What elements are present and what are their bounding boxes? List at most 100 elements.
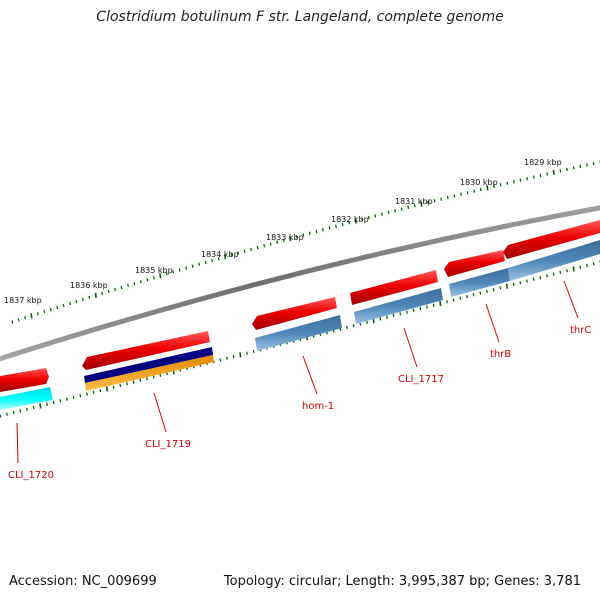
ruler-tick-minor	[178, 268, 181, 272]
inner-tick-minor	[492, 288, 495, 292]
inner-tick-minor	[499, 286, 502, 290]
inner-tick-minor	[86, 392, 88, 396]
ruler-tick-minor	[407, 205, 410, 210]
ruler-tick-minor	[165, 272, 168, 276]
ruler-tick-minor	[446, 195, 449, 200]
ruler-tick-minor	[256, 245, 259, 250]
inner-tick-minor	[586, 263, 588, 268]
ruler-tick-minor	[367, 215, 370, 220]
ruler-tick-minor	[185, 266, 188, 270]
ruler-tick-minor	[198, 262, 201, 266]
inner-tick-minor	[479, 291, 482, 295]
ruler-tick-minor	[493, 184, 495, 189]
ruler-tick-minor	[49, 307, 52, 312]
inner-tick-minor	[419, 306, 422, 311]
ruler-tick-major	[224, 254, 227, 260]
leader-thrc	[563, 280, 579, 319]
inner-tick-minor	[352, 324, 355, 328]
ruler-tick-minor	[88, 295, 91, 300]
ruler-tick-minor	[295, 235, 298, 239]
ruler-tick-minor	[204, 260, 207, 265]
kbp-label-1829: 1829 kbp	[524, 158, 562, 167]
ruler-tick-minor	[413, 204, 416, 208]
ruler-tick-minor	[17, 318, 20, 322]
inner-tick-minor	[552, 272, 555, 276]
ruler-tick-minor	[24, 316, 27, 320]
ruler-tick-minor	[302, 233, 305, 237]
ruler-tick-minor	[127, 283, 129, 288]
inner-tick-minor	[539, 275, 542, 280]
ruler-tick-minor	[69, 301, 71, 306]
inner-tick-minor	[466, 294, 468, 299]
inner-tick-minor	[59, 399, 62, 403]
ruler-tick-minor	[191, 264, 194, 268]
ruler-tick-minor	[466, 191, 469, 195]
ruler-tick-minor	[440, 197, 443, 201]
accession-label: Accession: NC_009699	[9, 574, 157, 589]
ruler-tick-minor	[62, 303, 65, 308]
ruler-tick-minor	[107, 289, 110, 294]
inner-tick-major	[105, 386, 109, 392]
inner-tick-minor	[32, 405, 35, 410]
inner-tick-minor	[566, 269, 568, 273]
ruler-tick-minor	[335, 224, 337, 228]
ruler-tick-minor	[473, 189, 476, 193]
gene-label-cli1720: CLI_1720	[8, 470, 54, 481]
inner-tick-minor	[66, 397, 68, 401]
inner-tick-minor	[246, 351, 248, 355]
ruler-tick-major	[354, 218, 357, 224]
inner-tick-minor	[92, 390, 95, 394]
ruler-tick-minor	[211, 258, 214, 263]
inner-tick-major	[239, 352, 242, 358]
kbp-ruler	[11, 160, 600, 324]
ruler-tick-minor	[566, 167, 568, 172]
gene-label-cli1719: CLI_1719	[145, 439, 191, 450]
kbp-label-1836: 1836 kbp	[70, 281, 108, 290]
ruler-tick-major	[552, 169, 555, 175]
ruler-tick-minor	[433, 199, 436, 203]
inner-tick-minor	[52, 400, 55, 405]
gene-label-thrb: thrB	[490, 349, 511, 360]
ruler-tick-minor	[546, 172, 549, 176]
inner-tick-minor	[432, 303, 435, 307]
gene-arrow-cli1720	[0, 368, 49, 392]
ruler-tick-minor	[315, 229, 318, 234]
ruler-tick-minor	[133, 281, 136, 286]
inner-tick-minor	[0, 414, 2, 418]
ruler-tick-minor	[394, 209, 397, 213]
gene-label-cli1717: CLI_1717	[398, 374, 444, 385]
ruler-tick-minor	[217, 257, 220, 261]
ruler-tick-minor	[519, 178, 522, 182]
ruler-tick-minor	[276, 240, 279, 244]
ruler-tick-minor	[269, 242, 272, 246]
cds-bar-cli1717	[354, 288, 443, 324]
leader-thrb	[485, 303, 500, 343]
ruler-tick-minor	[120, 285, 123, 290]
ruler-tick-minor	[380, 212, 383, 216]
ruler-tick-minor	[499, 183, 502, 187]
inner-tick-minor	[79, 394, 82, 398]
ruler-tick-minor	[453, 194, 456, 198]
inner-tick-minor	[139, 378, 142, 383]
inner-tick-minor	[346, 325, 348, 330]
inner-tick-minor	[472, 293, 475, 297]
inner-tick-minor	[99, 388, 102, 393]
gene-arrow-cli1717	[350, 270, 438, 305]
ruler-tick-minor	[479, 187, 482, 192]
inner-tick-minor	[446, 300, 448, 304]
inner-tick-minor	[486, 289, 488, 294]
inner-tick-minor	[12, 410, 15, 415]
inner-tick-minor	[6, 412, 8, 416]
ruler-tick-minor	[460, 192, 462, 196]
kbp-label-1831: 1831 kbp	[395, 197, 433, 206]
ruler-tick-minor	[172, 270, 175, 274]
genome-summary: Topology: circular; Length: 3,995,387 bp…	[223, 574, 581, 589]
ruler-tick-major	[94, 292, 97, 298]
kbp-label-1837: 1837 kbp	[4, 296, 42, 305]
ruler-tick-minor	[81, 297, 84, 302]
ruler-tick-minor	[243, 249, 246, 253]
ruler-tick-minor	[152, 276, 155, 280]
cds-bar-hom1	[255, 315, 342, 351]
gene-arrow-thrb	[444, 250, 505, 277]
